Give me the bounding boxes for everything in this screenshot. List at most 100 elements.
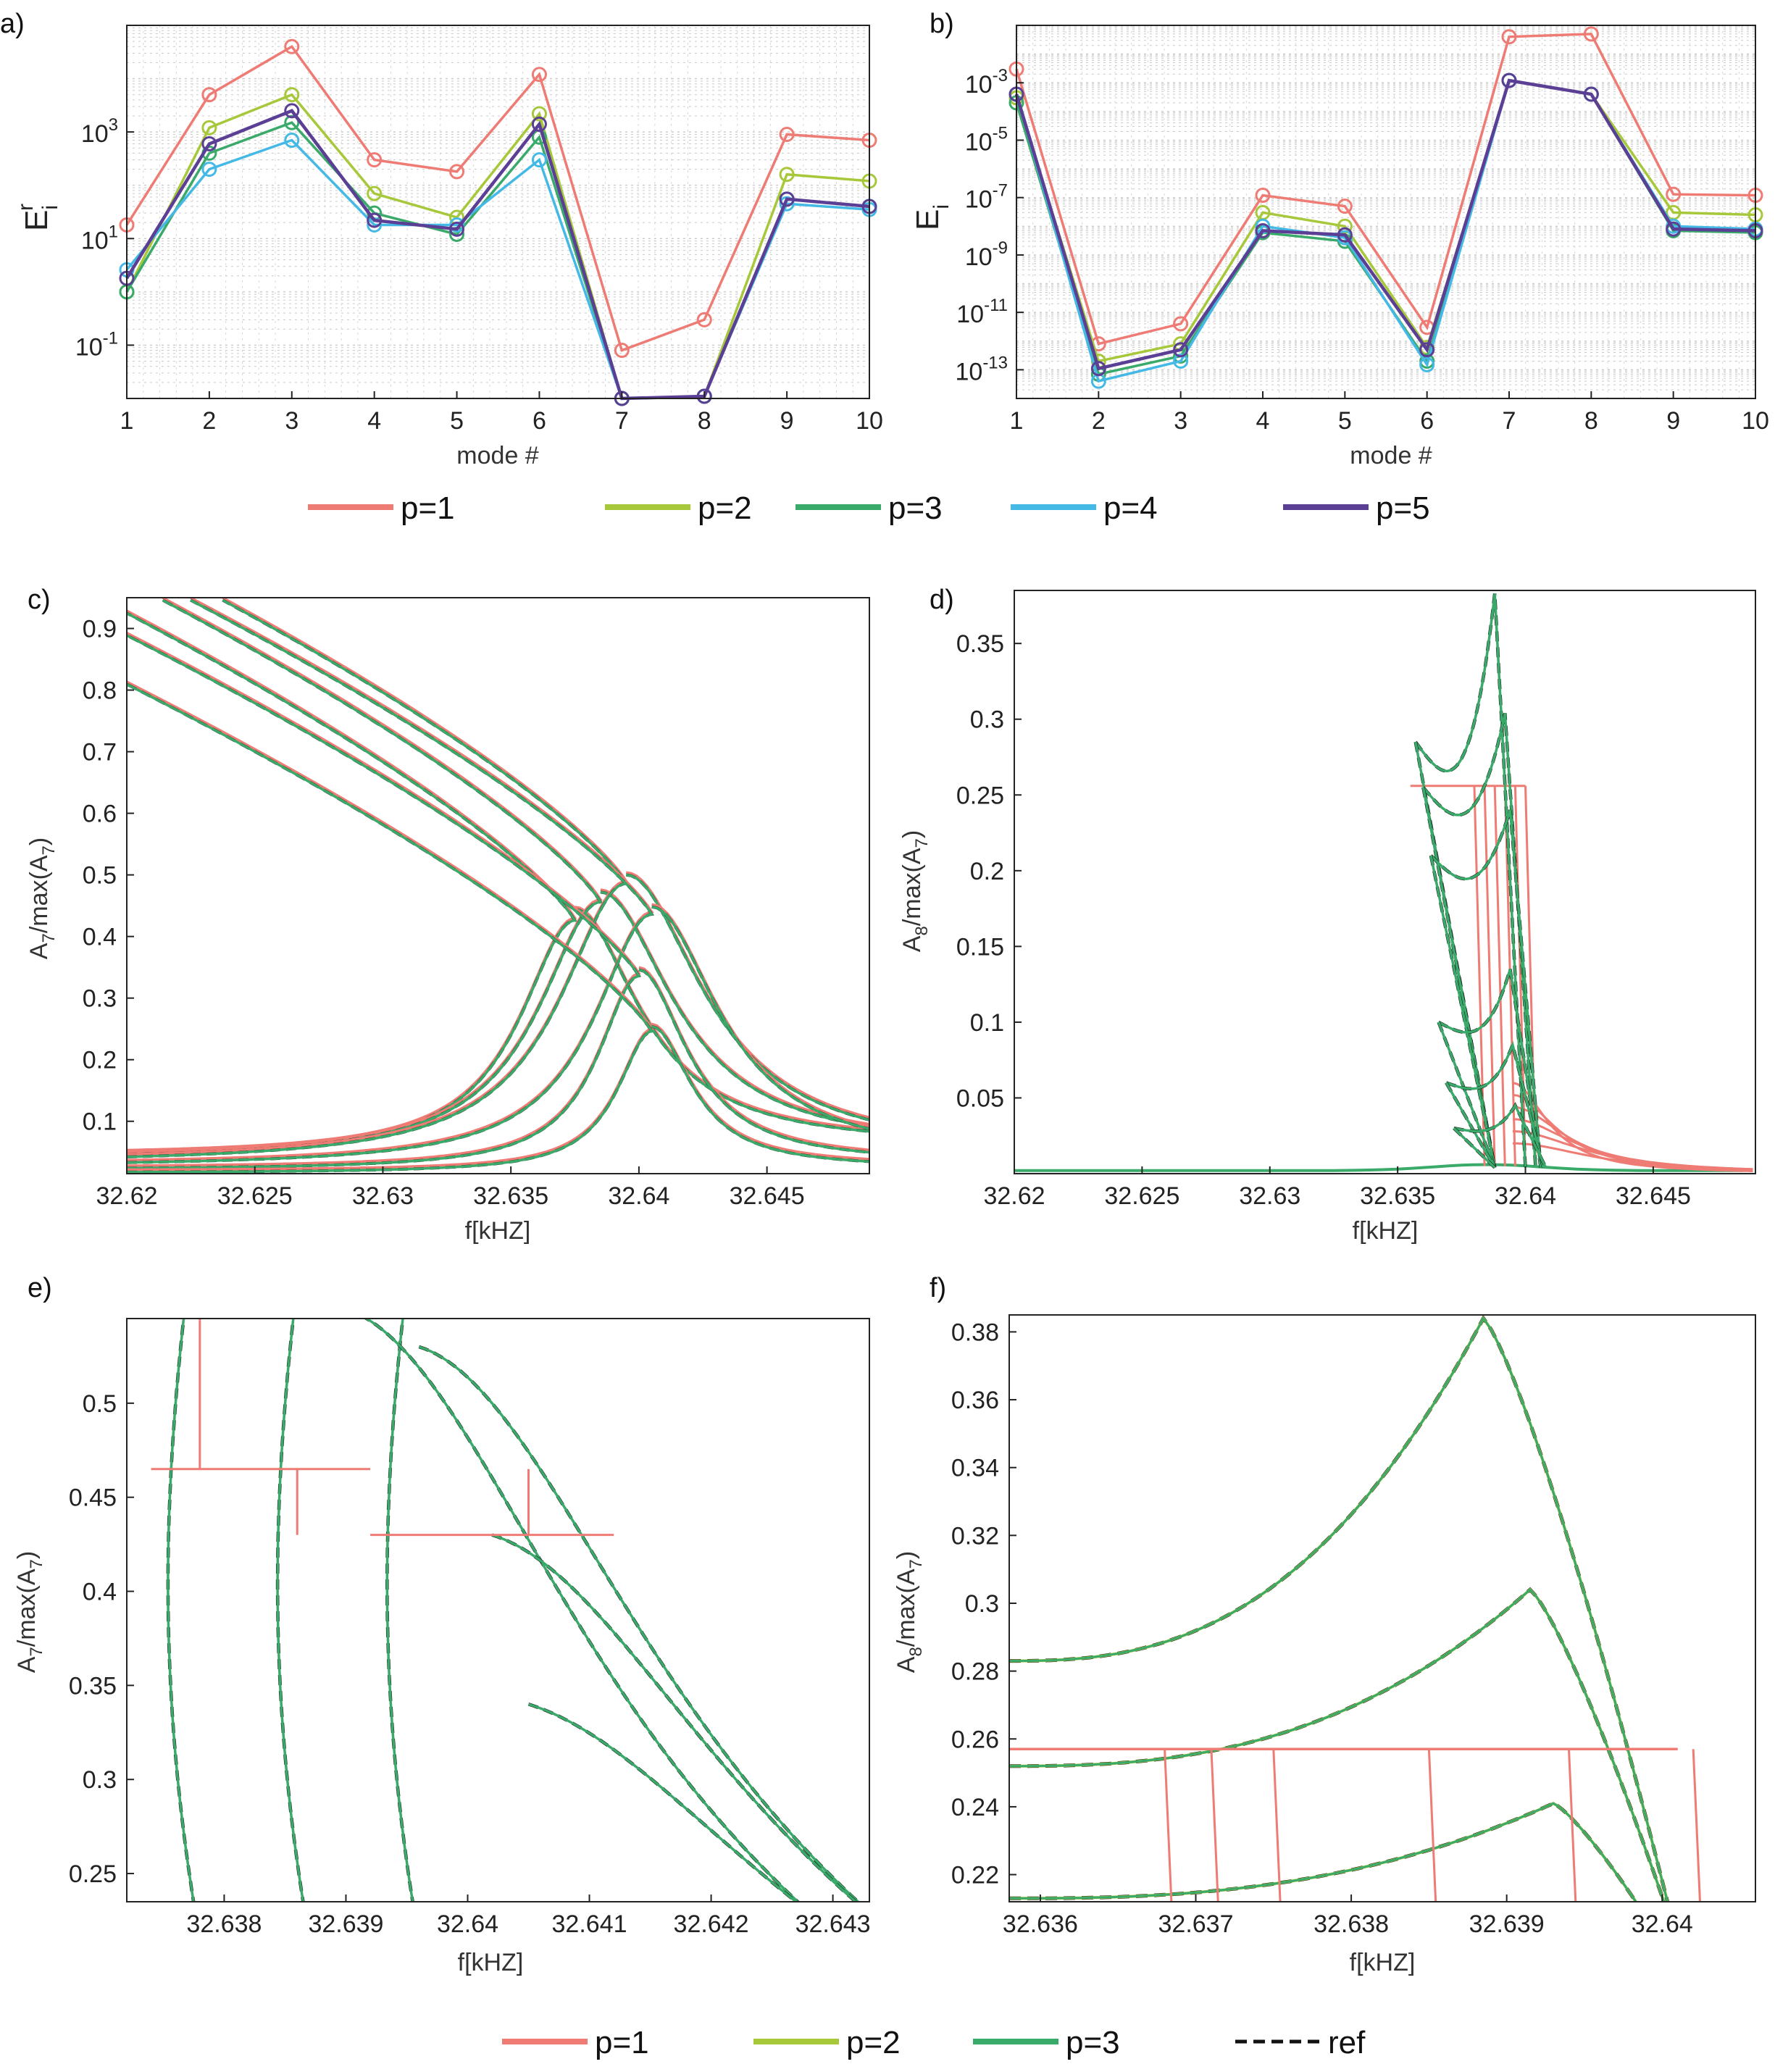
panel-a-point-p=1 bbox=[449, 164, 465, 180]
panel-c-series bbox=[127, 598, 869, 1174]
panel-a-point-p=1 bbox=[531, 67, 547, 83]
panel-a-xtick-label: 5 bbox=[450, 407, 464, 435]
panel-f-ytick-label: 0.24 bbox=[951, 1794, 999, 1821]
panel-c-xtick-label: 32.63 bbox=[352, 1182, 414, 1210]
panel-d-series bbox=[1014, 593, 1753, 1172]
panel-d-baseline bbox=[1014, 1163, 1743, 1172]
panel-d-axes-box bbox=[1014, 590, 1756, 1174]
panel-a-point-p=4 bbox=[284, 133, 300, 149]
panel-b-series bbox=[1008, 26, 1763, 389]
panel-b-point-p=5 bbox=[1419, 342, 1435, 358]
panel-b-ytick-label: 10-9 bbox=[965, 238, 1008, 271]
panel-f-inner bbox=[1009, 1315, 1701, 1902]
panel-d-p3-loop-5 bbox=[1445, 1040, 1545, 1169]
panel-d-ytick-label: 0.2 bbox=[970, 858, 1004, 885]
panel-f-xtick-label: 32.636 bbox=[1003, 1910, 1078, 1938]
panel-b-xtick-label: 8 bbox=[1584, 407, 1598, 435]
panel-a-series-p=1 bbox=[125, 44, 870, 352]
panel-d-inner bbox=[1014, 593, 1753, 1172]
panel-f: f) 32.636 32.637 32.638 32.639 32.64 0.22 0.24… bbox=[893, 1273, 1756, 1976]
panel-b-point-p=5 bbox=[1173, 342, 1189, 358]
panel-b-ylabel: Ei bbox=[910, 204, 953, 230]
panel-b-point-p=5 bbox=[1255, 222, 1271, 238]
panel-f-xtick-label: 32.639 bbox=[1469, 1910, 1545, 1938]
panel-f-p3-arc bbox=[1009, 1802, 1637, 1902]
panel-b-xtick-label: 1 bbox=[1010, 407, 1024, 435]
panel-a-xtick-label: 7 bbox=[615, 407, 629, 435]
panel-e-ytick-label: 0.25 bbox=[69, 1860, 117, 1888]
panel-a-point-p=5 bbox=[531, 116, 547, 132]
panel-f-p1-jump bbox=[1692, 1749, 1701, 1902]
panel-d-xtick-label: 32.64 bbox=[1495, 1182, 1556, 1210]
panel-c-ytick-label: 0.4 bbox=[83, 924, 117, 951]
panel-d-ytick-label: 0.3 bbox=[970, 706, 1004, 734]
panel-b-xtick-label: 10 bbox=[1742, 407, 1769, 435]
legend-bottom-label: p=2 bbox=[846, 2025, 901, 2060]
panel-c-p3-curve-5 bbox=[127, 634, 641, 1170]
panel-c-label: c) bbox=[28, 585, 51, 615]
panel-f-p1-jump bbox=[1210, 1749, 1219, 1902]
panel-e-ytick-label: 0.5 bbox=[83, 1390, 117, 1418]
panel-b-series-p=1 bbox=[1015, 33, 1756, 346]
panel-c-xlabel: f[kHZ] bbox=[465, 1217, 531, 1245]
panel-a-point-p=5 bbox=[449, 221, 465, 237]
svg-text:Ei: Ei bbox=[910, 204, 953, 230]
panel-a-label: a) bbox=[0, 9, 25, 39]
panel-b-point-p=1 bbox=[1173, 316, 1189, 332]
panel-c: c) 32.62 32.625 32.63 32.635 32.64 32.645 0.1 0… bbox=[25, 585, 870, 1245]
panel-a: a) 1 2 3 4 5 6 7 8 9 10 10-1 101 103 mode # Eir bbox=[0, 9, 883, 469]
panel-b-point-p=5 bbox=[1337, 227, 1353, 243]
panel-a-ticks: 1 2 3 4 5 6 7 8 9 10 10-1 101 103 bbox=[75, 115, 883, 435]
panel-d: d) 32.62 32.625 32.63 32.635 32.64 32.645 0.05… bbox=[898, 585, 1756, 1245]
panel-d-xtick-label: 32.635 bbox=[1360, 1182, 1435, 1210]
panel-e-xtick-label: 32.64 bbox=[437, 1910, 498, 1938]
panel-c-ref-curve-3 bbox=[127, 598, 629, 1158]
panel-c-ytick-label: 0.1 bbox=[83, 1108, 117, 1136]
panel-c-p1-curve-3 bbox=[127, 598, 629, 1156]
panel-c-axes-box bbox=[126, 597, 870, 1174]
panel-b-point-p=5 bbox=[1501, 72, 1517, 88]
panel-b-point-p=4 bbox=[1173, 353, 1189, 369]
panel-a-point-p=2 bbox=[201, 120, 217, 135]
panel-e-ticks: 32.638 32.639 32.64 32.641 32.642 32.643 0.25 0… bbox=[69, 1390, 871, 1938]
panel-f-ticks: 32.636 32.637 32.638 32.639 32.64 0.22 0.24 0.2… bbox=[951, 1319, 1693, 1938]
panel-c-xtick-label: 32.645 bbox=[730, 1182, 805, 1210]
panel-c-p3-tail-curve-6 bbox=[651, 1025, 869, 1164]
legend-top: p=1 p=2 p=3 p=4 p=5 bbox=[308, 490, 1430, 526]
panel-f-ytick-label: 0.26 bbox=[951, 1726, 999, 1753]
panel-b-ticks: 1 2 3 4 5 6 7 8 9 10 10-13 10-11 10-9 10-7 10-5 10-3 bbox=[955, 66, 1768, 435]
panel-d-p3-loop-1 bbox=[1414, 593, 1527, 1168]
panel-b-series-p=5 bbox=[1014, 78, 1756, 371]
panel-b-xtick-label: 2 bbox=[1092, 407, 1106, 435]
panel-d-p1-tail bbox=[1512, 1082, 1753, 1172]
panel-a-axes-box bbox=[126, 25, 870, 399]
panel-e-ref-tail bbox=[491, 1533, 859, 1902]
panel-b-point-p=1 bbox=[1501, 29, 1517, 45]
panel-f-p2-arc bbox=[1009, 1587, 1666, 1902]
panel-e-xtick-label: 32.638 bbox=[186, 1910, 262, 1938]
panel-a-point-p=5 bbox=[284, 103, 300, 119]
panel-f-ytick-label: 0.22 bbox=[951, 1862, 999, 1889]
panel-f-ylabel: A8/max(A7) bbox=[893, 1551, 926, 1673]
panel-c-ytick-label: 0.3 bbox=[83, 985, 117, 1013]
panel-e-label: e) bbox=[28, 1273, 52, 1303]
panel-a-point-p=5 bbox=[201, 135, 217, 151]
panel-c-ref-curve-4 bbox=[127, 598, 655, 1164]
panel-c-ytick-label: 0.6 bbox=[83, 801, 117, 828]
panel-b-xtick-label: 7 bbox=[1503, 407, 1516, 435]
panel-b-point-p=5 bbox=[1090, 361, 1106, 377]
panel-e-ytick-label: 0.4 bbox=[83, 1579, 117, 1606]
panel-b-ytick-label: 10-11 bbox=[956, 296, 1008, 328]
panel-f-ref-arc bbox=[1009, 1587, 1666, 1902]
panel-e-inner bbox=[151, 1319, 861, 1902]
panel-b-ytick-label: 10-3 bbox=[965, 66, 1008, 99]
panel-c-xtick-label: 32.635 bbox=[473, 1182, 548, 1210]
panel-a-xtick-label: 3 bbox=[285, 407, 298, 435]
panel-c-p1-curve-1 bbox=[127, 609, 577, 1152]
panel-d-xtick-label: 32.62 bbox=[983, 1182, 1045, 1210]
panel-d-p3-return-loop-3 bbox=[1429, 855, 1496, 1168]
panel-b: b) 1 2 3 4 5 6 7 8 9 10 10-13 10-11 10-9 10-7 10-5 10-3… bbox=[910, 9, 1769, 469]
panel-d-p3-return-loop-5 bbox=[1445, 1082, 1496, 1169]
legend-top-label: p=1 bbox=[401, 490, 455, 526]
panel-c-ref-curve-2 bbox=[127, 598, 604, 1156]
